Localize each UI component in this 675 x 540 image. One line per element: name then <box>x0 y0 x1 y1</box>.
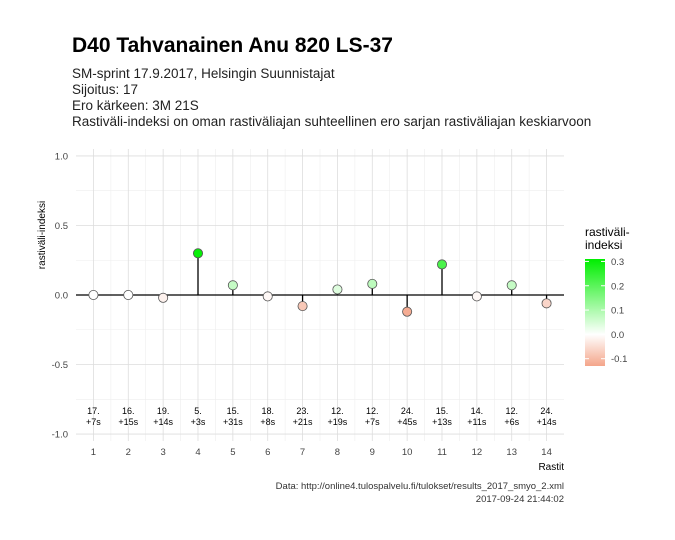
data-point <box>367 278 378 289</box>
point-label-rank: 15. <box>227 406 240 416</box>
data-point <box>123 289 134 300</box>
point-label-time: +14s <box>537 417 557 427</box>
point-label-time: +6s <box>504 417 519 427</box>
x-tick-label: 6 <box>265 447 270 458</box>
data-point <box>332 284 343 295</box>
x-tick-label: 8 <box>335 447 340 458</box>
data-point <box>436 259 447 270</box>
point-label-rank: 5. <box>194 406 202 416</box>
x-tick-label: 5 <box>230 447 235 458</box>
x-tick-label: 1 <box>91 447 96 458</box>
data-point <box>88 289 99 300</box>
point-label-rank: 12. <box>331 406 344 416</box>
data-point <box>506 280 517 291</box>
point-label-time: +15s <box>118 417 138 427</box>
x-tick-label: 3 <box>160 447 165 458</box>
point-label-time: +8s <box>260 417 275 427</box>
point-label-time: +13s <box>432 417 452 427</box>
point-label-time: +3s <box>191 417 206 427</box>
color-legend: rastiväli-indeksi 0.3 0.2 0.1 0.0 -0.1 <box>585 225 630 366</box>
legend-tick-label: 0.3 <box>611 257 624 268</box>
timestamp: 2017-09-24 21:44:02 <box>475 494 564 505</box>
x-tick-label: 14 <box>541 447 552 458</box>
legend-tick-label: 0.1 <box>611 306 624 317</box>
x-tick-label: 7 <box>300 447 305 458</box>
point-label-rank: 15. <box>436 406 449 416</box>
x-tick-label: 2 <box>126 447 131 458</box>
legend-tick-label: -0.1 <box>611 354 627 365</box>
x-tick-label: 4 <box>195 447 200 458</box>
y-tick-label: 1.0 <box>55 151 68 162</box>
point-label-rank: 12. <box>366 406 379 416</box>
subtitle-placement: Sijoitus: 17 <box>72 82 139 97</box>
data-point <box>158 292 169 303</box>
y-tick-label: -0.5 <box>52 360 68 371</box>
x-tick-label: 9 <box>370 447 375 458</box>
data-point <box>541 298 552 309</box>
y-tick-label: 0.0 <box>55 291 68 302</box>
legend-tick-label: 0.2 <box>611 281 624 292</box>
chart-title: D40 Tahvanainen Anu 820 LS-37 <box>72 34 393 57</box>
subtitle-description: Rastiväli-indeksi on oman rastiväliajan … <box>72 114 592 129</box>
x-axis-label: Rastit <box>538 462 564 473</box>
point-label-rank: 16. <box>122 406 135 416</box>
axes: -1.0-0.50.00.51.01 2 3 4 5 6 7 8 9 10 11 12 13 14Rast… <box>37 151 564 473</box>
legend-colorbar <box>585 259 605 366</box>
y-axis-label: rastiväli-indeksi <box>37 201 48 269</box>
data-point <box>402 306 413 317</box>
point-label-rank: 17. <box>87 406 100 416</box>
x-tick-label: 11 <box>437 447 447 458</box>
data-points <box>88 248 552 317</box>
y-tick-label: 0.5 <box>55 221 68 232</box>
point-label-time: +11s <box>467 417 487 427</box>
point-label-time: +14s <box>153 417 173 427</box>
point-label-rank: 18. <box>261 406 274 416</box>
subtitle-event: SM-sprint 17.9.2017, Helsingin Suunnista… <box>72 66 335 81</box>
legend-tick-label: 0.0 <box>611 330 624 341</box>
data-source: Data: http://online4.tulospalvelu.fi/tul… <box>275 481 564 492</box>
subtitle-gap: Ero kärkeen: 3M 21S <box>72 98 199 113</box>
point-label-rank: 14. <box>471 406 484 416</box>
point-labels: 17.+7s16.+15s19.+14s5.+3s15.+31s18.+8s23… <box>86 406 557 427</box>
point-label-rank: 12. <box>505 406 518 416</box>
data-point <box>192 248 203 259</box>
point-label-time: +7s <box>86 417 101 427</box>
point-label-rank: 24. <box>401 406 414 416</box>
legend-title: indeksi <box>585 238 622 252</box>
point-label-time: +31s <box>223 417 243 427</box>
data-point <box>297 301 308 312</box>
x-tick-label: 13 <box>506 447 517 458</box>
point-label-time: +7s <box>365 417 380 427</box>
point-label-time: +19s <box>328 417 348 427</box>
x-tick-label: 12 <box>472 447 483 458</box>
legend-title: rastiväli- <box>585 225 630 239</box>
x-tick-label: 10 <box>402 447 413 458</box>
data-point <box>471 291 482 302</box>
data-point <box>262 291 273 302</box>
y-tick-label: -1.0 <box>52 430 68 441</box>
point-label-time: +21s <box>293 417 313 427</box>
point-label-time: +45s <box>397 417 417 427</box>
point-label-rank: 23. <box>296 406 309 416</box>
data-point <box>227 280 238 291</box>
point-label-rank: 19. <box>157 406 170 416</box>
point-label-rank: 24. <box>540 406 553 416</box>
